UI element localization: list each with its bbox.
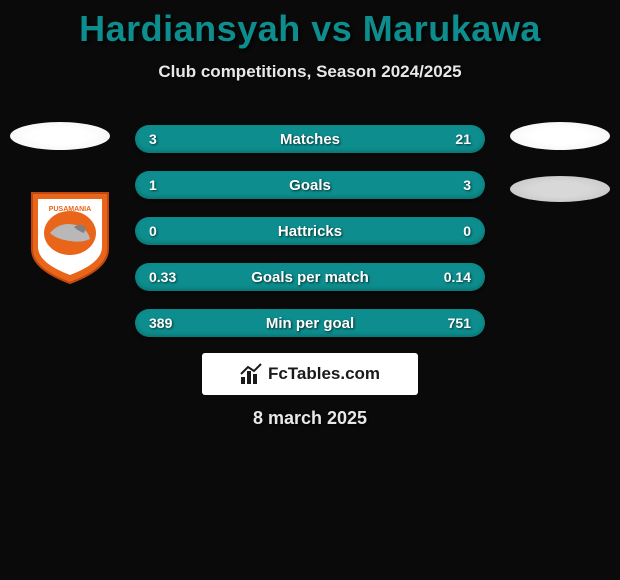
player-right-badge-secondary	[510, 176, 610, 202]
player-left-badge	[10, 122, 110, 150]
stat-right-value: 3	[463, 177, 471, 193]
stat-right-value: 751	[448, 315, 471, 331]
chart-icon	[240, 363, 262, 385]
stat-left-value: 1	[149, 177, 157, 193]
stat-left-value: 0.33	[149, 269, 176, 285]
page-title: Hardiansyah vs Marukawa	[0, 0, 620, 50]
stat-label: Goals	[289, 177, 331, 194]
stat-row-matches: 3 Matches 21	[135, 125, 485, 153]
footer-brand-text: FcTables.com	[268, 364, 380, 384]
stat-label: Goals per match	[251, 269, 369, 286]
svg-text:PUSAMANIA: PUSAMANIA	[49, 206, 91, 213]
stat-row-goals: 1 Goals 3	[135, 171, 485, 199]
stats-container: 3 Matches 21 1 Goals 3 0 Hattricks 0 0.3…	[135, 125, 485, 355]
stat-row-goals-per-match: 0.33 Goals per match 0.14	[135, 263, 485, 291]
stat-label: Min per goal	[266, 315, 354, 332]
stat-right-value: 21	[455, 131, 471, 147]
subtitle: Club competitions, Season 2024/2025	[0, 62, 620, 82]
stat-left-value: 389	[149, 315, 172, 331]
stat-label: Matches	[280, 131, 340, 148]
stat-row-hattricks: 0 Hattricks 0	[135, 217, 485, 245]
footer-brand[interactable]: FcTables.com	[202, 353, 418, 395]
shield-icon: PUSAMANIA	[26, 189, 114, 285]
stat-row-min-per-goal: 389 Min per goal 751	[135, 309, 485, 337]
stat-left-value: 3	[149, 131, 157, 147]
player-right-badge	[510, 122, 610, 150]
stat-left-value: 0	[149, 223, 157, 239]
date-text: 8 march 2025	[253, 408, 367, 429]
stat-right-value: 0.14	[444, 269, 471, 285]
stat-right-value: 0	[463, 223, 471, 239]
stat-label: Hattricks	[278, 223, 342, 240]
club-logo: PUSAMANIA	[20, 187, 120, 287]
